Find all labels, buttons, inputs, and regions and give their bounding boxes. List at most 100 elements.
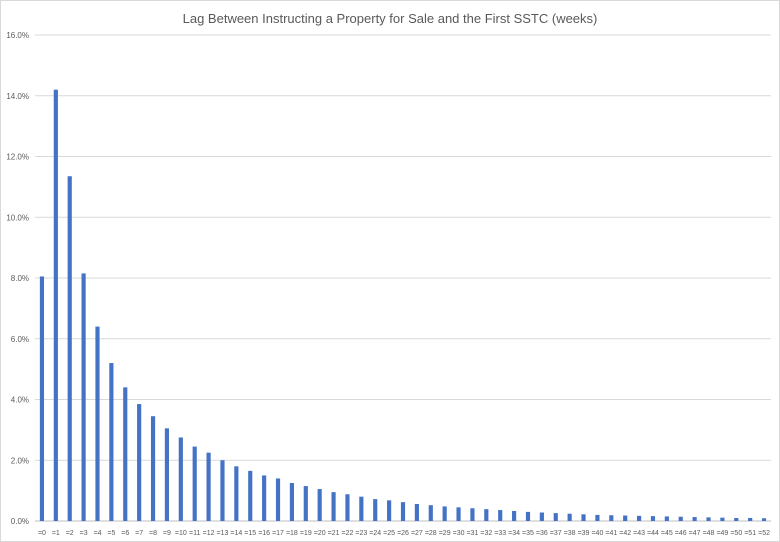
x-tick-label: =45 xyxy=(661,530,673,537)
bar xyxy=(484,509,489,521)
x-tick-label: =11 xyxy=(189,530,200,537)
x-tick-label: =20 xyxy=(314,530,326,537)
x-tick-label: =47 xyxy=(689,530,701,537)
x-tick-label: =37 xyxy=(550,530,562,537)
y-tick-label: 12.0% xyxy=(6,153,29,162)
x-tick-label: =1 xyxy=(52,530,60,537)
bar xyxy=(373,499,378,521)
x-tick-label: =25 xyxy=(383,530,395,537)
bar xyxy=(206,452,211,521)
bar xyxy=(428,505,433,521)
y-tick-label: 16.0% xyxy=(6,31,29,40)
bar xyxy=(525,511,531,521)
x-tick-label: =24 xyxy=(369,530,381,537)
y-tick-label: 8.0% xyxy=(11,274,29,283)
bar xyxy=(623,515,628,521)
bar xyxy=(387,500,392,521)
bar xyxy=(414,503,419,521)
bar xyxy=(692,517,697,521)
bar xyxy=(650,516,656,521)
bar xyxy=(81,273,86,521)
x-tick-label: =51 xyxy=(744,530,756,537)
bars xyxy=(39,89,767,522)
x-tick-label: =23 xyxy=(355,530,367,537)
x-tick-label: =46 xyxy=(675,530,687,537)
x-tick-label: =30 xyxy=(453,530,465,537)
bar xyxy=(678,516,683,521)
bar xyxy=(400,502,406,521)
x-tick-label: =52 xyxy=(758,530,770,537)
bar xyxy=(567,513,572,521)
y-tick-label: 4.0% xyxy=(11,396,29,405)
bar xyxy=(664,516,669,521)
x-tick-label: =28 xyxy=(425,530,437,537)
x-tick-label: =44 xyxy=(647,530,659,537)
bar xyxy=(39,276,45,521)
x-tick-label: =17 xyxy=(272,530,284,537)
x-tick-label: =32 xyxy=(480,530,492,537)
x-tick-label: =13 xyxy=(217,530,229,537)
bar xyxy=(748,517,753,521)
x-tick-label: =35 xyxy=(522,530,534,537)
x-tick-label: =33 xyxy=(494,530,506,537)
bar xyxy=(303,486,308,521)
x-tick-label: =9 xyxy=(163,530,171,537)
bar xyxy=(539,512,544,521)
bar xyxy=(595,514,600,521)
x-tick-label: =48 xyxy=(703,530,715,537)
x-tick-label: =16 xyxy=(258,530,270,537)
x-tick-label: =21 xyxy=(328,530,340,537)
bar xyxy=(53,89,58,522)
gridlines xyxy=(35,34,771,522)
bar xyxy=(345,494,350,521)
x-tick-label: =10 xyxy=(175,530,187,537)
x-tick-label: =12 xyxy=(203,530,215,537)
y-tick-label: 14.0% xyxy=(6,92,29,101)
x-tick-label: =49 xyxy=(716,530,728,537)
bar xyxy=(734,517,739,521)
bar xyxy=(442,506,447,521)
x-tick-label: =31 xyxy=(466,530,478,537)
bar xyxy=(248,470,253,521)
bar xyxy=(95,326,100,521)
bar xyxy=(262,475,267,521)
x-tick-label: =27 xyxy=(411,530,423,537)
bar xyxy=(456,507,461,521)
bar xyxy=(220,460,225,521)
x-tick-label: =5 xyxy=(107,530,115,537)
bar xyxy=(289,483,294,521)
bar xyxy=(178,437,183,521)
x-tick-label: =34 xyxy=(508,530,520,537)
bar xyxy=(331,492,336,521)
x-tick-label: =4 xyxy=(93,530,101,537)
x-tick-label: =3 xyxy=(80,530,88,537)
bar xyxy=(636,515,642,521)
x-tick-label: =42 xyxy=(619,530,631,537)
x-tick-label: =29 xyxy=(439,530,451,537)
bar xyxy=(553,513,558,521)
bar xyxy=(164,428,170,521)
x-tick-label: =7 xyxy=(135,530,143,537)
y-tick-label: 2.0% xyxy=(11,456,29,465)
x-tick-label: =2 xyxy=(66,530,74,537)
bar xyxy=(123,387,128,521)
x-tick-label: =43 xyxy=(633,530,645,537)
x-tick-label: =6 xyxy=(121,530,129,537)
bar xyxy=(317,489,322,521)
bar xyxy=(609,515,614,521)
y-tick-label: 6.0% xyxy=(11,335,29,344)
x-tick-label: =18 xyxy=(286,530,298,537)
bar xyxy=(359,496,364,521)
y-axis-ticks: 0.0% 2.0% 4.0% 6.0% 8.0% 10.0% 12.0% 14.0% 16.0% xyxy=(6,31,29,526)
bar xyxy=(706,517,711,521)
x-tick-label: =40 xyxy=(591,530,603,537)
bar xyxy=(67,176,72,521)
x-tick-label: =50 xyxy=(730,530,742,537)
x-tick-label: =36 xyxy=(536,530,548,537)
y-tick-label: 10.0% xyxy=(6,213,29,222)
x-tick-label: =15 xyxy=(244,530,256,537)
bar xyxy=(109,363,114,521)
x-tick-label: =19 xyxy=(300,530,312,537)
bar xyxy=(720,517,725,521)
